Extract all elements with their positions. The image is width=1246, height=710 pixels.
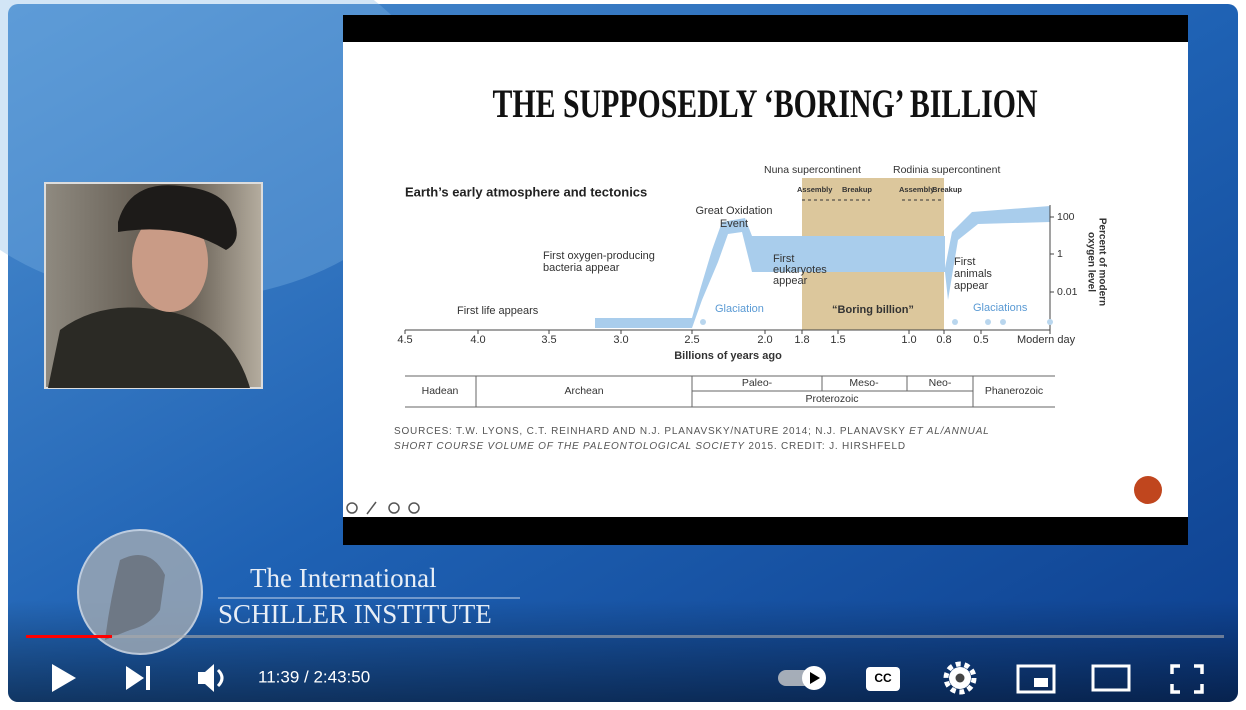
phase-label: Breakup	[842, 185, 872, 194]
sources: SOURCES: T.W. LYONS, C.T. REINHARD AND N…	[394, 426, 990, 437]
phase-label: Breakup	[932, 185, 962, 194]
eon-label: Proterozoic	[805, 393, 858, 405]
x-tick-label: 4.0	[470, 334, 485, 346]
x-axis-label: Billions of years ago	[674, 350, 782, 362]
x-tick-label: 2.0	[757, 334, 772, 346]
cc-label: CC	[874, 671, 892, 685]
x-tick-label: 3.5	[541, 334, 556, 346]
sources-text: SHORT COURSE VOLUME OF THE PALEONTOLOGIC…	[394, 441, 745, 452]
eon-label: Hadean	[422, 385, 459, 397]
presenter-pointer	[1134, 476, 1162, 504]
annotation: appear	[954, 280, 989, 292]
y-axis-label: Percent of modern	[1096, 218, 1107, 306]
x-tick-label: 2.5	[684, 334, 699, 346]
letterbox-bottom	[343, 517, 1188, 545]
sources-text: SOURCES: T.W. LYONS, C.T. REINHARD AND N…	[394, 426, 909, 437]
annotation: Glaciation	[715, 303, 764, 315]
x-tick-label: 1.0	[901, 334, 916, 346]
annotation: First life appears	[457, 305, 539, 317]
annotation: Glaciations	[973, 302, 1028, 314]
slide-title: THE SUPPOSEDLY ‘BORING’ BILLION	[493, 81, 1038, 126]
sources-text: ET AL/ANNUAL	[909, 426, 989, 437]
annotation: “Boring billion”	[832, 304, 914, 316]
eon-label: Meso-	[849, 377, 879, 389]
x-tick-label: 4.5	[397, 334, 412, 346]
progress-track[interactable]	[26, 635, 1224, 638]
x-tick-label: Modern day	[1017, 334, 1076, 346]
phase-label: Assembly	[899, 185, 935, 194]
annotation: Great Oxidation	[695, 205, 772, 217]
sources: SHORT COURSE VOLUME OF THE PALEONTOLOGIC…	[394, 441, 906, 452]
channel-name: SCHILLER INSTITUTE	[218, 599, 492, 629]
x-tick-label: 1.5	[830, 334, 845, 346]
annotation: animals	[954, 268, 992, 280]
progress-played	[26, 635, 112, 638]
eon-label: Paleo-	[742, 377, 773, 389]
sources-text: 2015. CREDIT: J. HIRSHFELD	[745, 441, 906, 452]
time-display: 11:39 / 2:43:50	[258, 667, 370, 686]
annotation: bacteria appear	[543, 262, 620, 274]
y-axis-label: oxygen level	[1085, 232, 1096, 292]
chart-heading: Earth’s early atmosphere and tectonics	[405, 184, 647, 199]
supercontinent-label: Nuna supercontinent	[764, 164, 861, 176]
x-tick-label: 0.8	[936, 334, 951, 346]
annotation: appear	[773, 275, 808, 287]
x-tick-label: 3.0	[613, 334, 628, 346]
y-tick-label: 1	[1057, 248, 1063, 260]
eon-label: Neo-	[929, 377, 952, 389]
webcam	[45, 183, 262, 388]
channel-name: The International	[250, 563, 437, 593]
supercontinent-label: Rodinia supercontinent	[893, 164, 1000, 176]
annotation: First	[954, 256, 975, 268]
y-tick-label: 0.01	[1057, 286, 1078, 298]
letterbox-top	[343, 15, 1188, 42]
video-player: THE SUPPOSEDLY ‘BORING’ BILLION Earth’s e…	[0, 0, 1246, 710]
phase-label: Assembly	[797, 185, 833, 194]
eon-label: Phanerozoic	[985, 385, 1043, 397]
x-tick-label: 1.8	[794, 334, 809, 346]
eon-label: Archean	[564, 385, 603, 397]
y-tick-label: 100	[1057, 211, 1075, 223]
x-tick-label: 0.5	[973, 334, 988, 346]
annotation: Event	[720, 218, 748, 230]
annotation: First oxygen-producing	[543, 250, 655, 262]
